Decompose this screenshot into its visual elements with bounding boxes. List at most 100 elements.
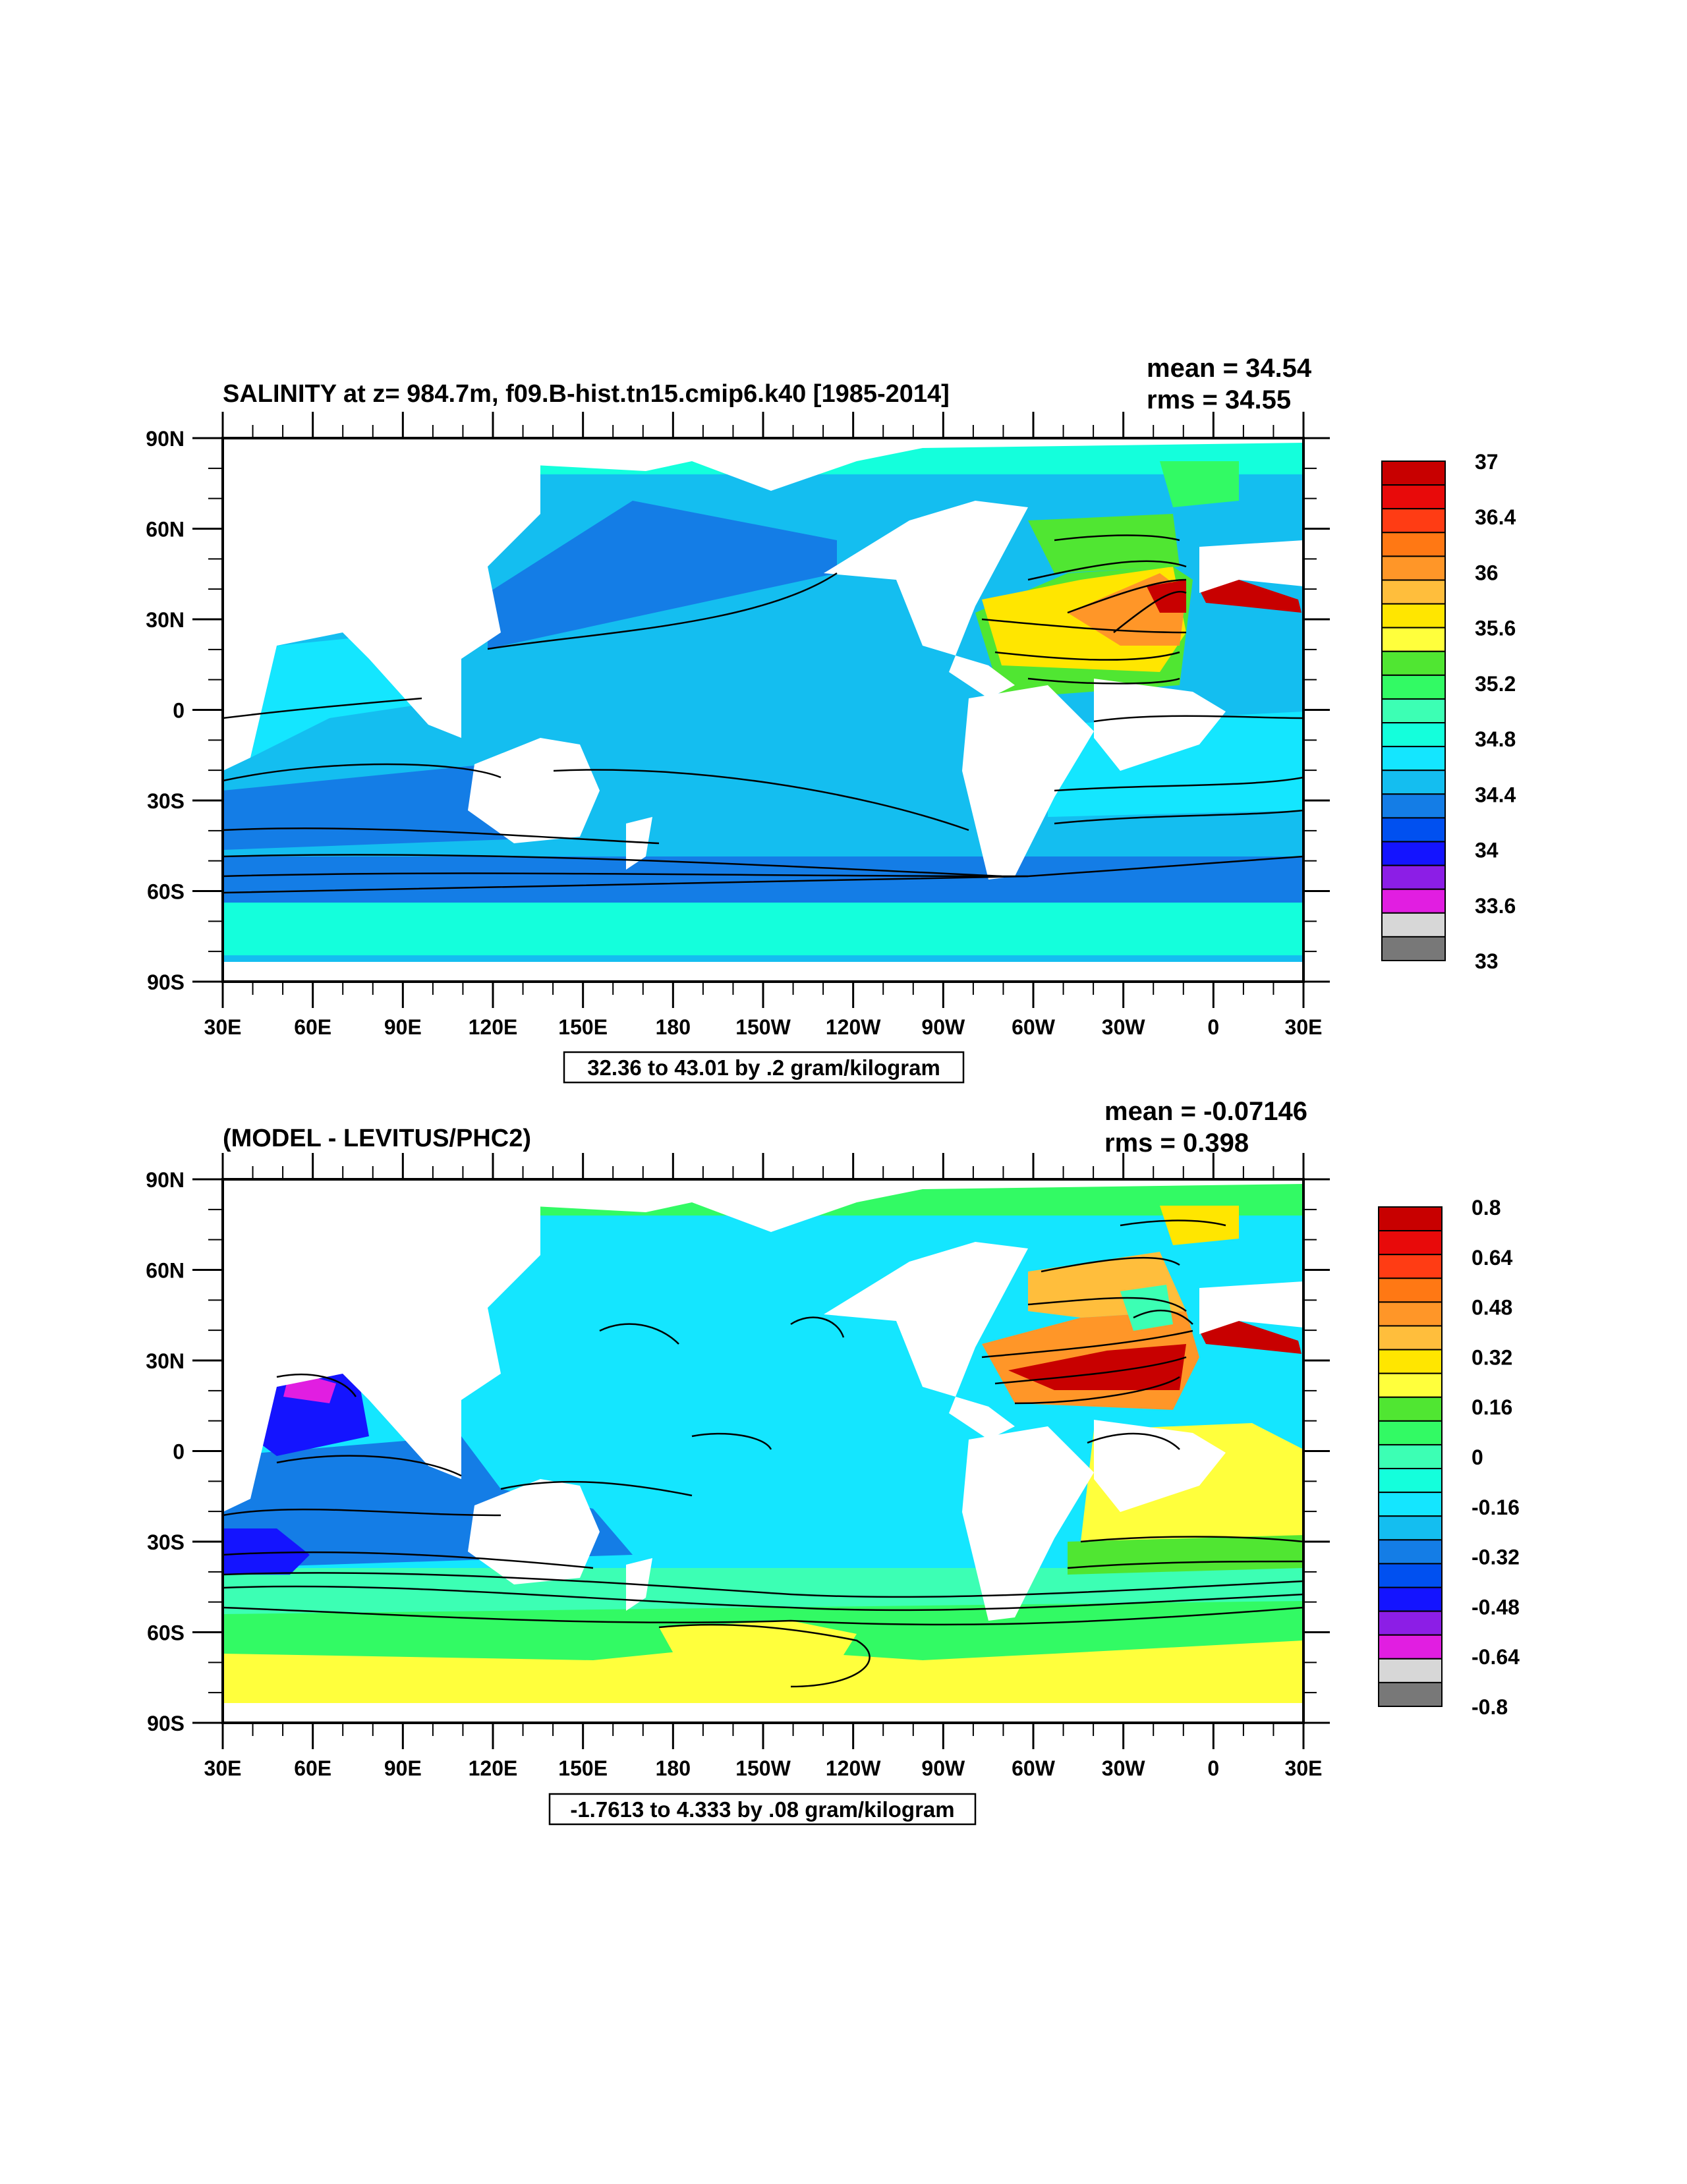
colorbar-swatch: [1381, 484, 1446, 510]
top-axis-ticks: [192, 412, 1330, 1008]
lon-tick-label: 90E: [384, 1756, 422, 1780]
lat-tick-label: 0: [173, 1440, 185, 1464]
bottom-land: [223, 1179, 1303, 1723]
lon-tick-label: 0: [1207, 1756, 1219, 1780]
lon-tick-label: 30E: [1285, 1756, 1323, 1780]
top-greenland-sea: [1160, 461, 1239, 507]
colorbar-swatch: [1378, 1420, 1443, 1445]
top-panel: SALINITY at z= 984.7m, f09.B-hist.tn15.c…: [146, 354, 1516, 1084]
colorbar-label: 0.48: [1472, 1296, 1512, 1320]
bottom-lon-labels: 30E 60E 90E 120E 150E 180 150W 120W 90W 60W 30W 0 30…: [204, 1756, 1323, 1780]
top-info-box: [563, 1051, 965, 1084]
top-north-pacific: [488, 501, 837, 649]
top-info-text: 32.36 to 43.01 by .2 gram/kilogram: [587, 1055, 940, 1080]
colorbar-swatch: [1378, 1325, 1443, 1351]
colorbar-swatch: [1378, 1468, 1443, 1494]
colorbar-label: -0.48: [1472, 1595, 1520, 1619]
colorbar-swatch: [1381, 888, 1446, 914]
lon-tick-label: 30E: [1285, 1015, 1323, 1039]
colorbar-swatch: [1378, 1396, 1443, 1422]
colorbar-swatch: [1378, 1515, 1443, 1541]
colorbar-label: 0.16: [1472, 1395, 1512, 1419]
colorbar-swatch: [1381, 555, 1446, 581]
bottom-greenland: [1160, 1206, 1239, 1245]
lat-tick-label: 90S: [147, 970, 185, 994]
lon-tick-label: 30W: [1102, 1015, 1146, 1039]
lon-tick-label: 30E: [204, 1015, 242, 1039]
colorbar-swatch: [1381, 532, 1446, 557]
lon-tick-label: 180: [656, 1015, 691, 1039]
colorbar-label: 34.4: [1475, 783, 1516, 806]
colorbar-label: -0.32: [1472, 1546, 1520, 1569]
lon-tick-label: 120E: [469, 1015, 518, 1039]
colorbar-swatch: [1378, 1658, 1443, 1683]
bottom-indian-deep: [223, 1528, 310, 1575]
bottom-colorbar: 0.8 0.64 0.48 0.32 0.16 0 -0.16 -0.32 -0.48 -0.64…: [1378, 1196, 1520, 1719]
colorbar-swatch: [1381, 936, 1446, 962]
colorbar-swatch: [1378, 1372, 1443, 1398]
lon-tick-label: 60E: [294, 1015, 331, 1039]
lon-tick-label: 120W: [826, 1015, 881, 1039]
lat-tick-label: 0: [173, 699, 185, 723]
colorbar-label: 35.6: [1475, 617, 1516, 640]
colorbar-label: 35.2: [1475, 672, 1516, 696]
lon-tick-label: 60W: [1012, 1015, 1056, 1039]
top-contours: [223, 534, 1303, 894]
lat-tick-label: 90S: [147, 1712, 185, 1735]
colorbar-label: -0.8: [1472, 1695, 1508, 1719]
bottom-panel: (MODEL - LEVITUS/PHC2) mean = -0.07146 r…: [146, 1097, 1520, 1826]
colorbar-label: 0.8: [1472, 1196, 1501, 1219]
top-labrador: [1028, 514, 1180, 573]
lon-tick-label: 90E: [384, 1015, 422, 1039]
bottom-so-yellow2: [659, 1621, 857, 1687]
colorbar-label: 34: [1475, 839, 1499, 862]
bottom-lat-labels: 90N 60N 30N 0 30S 60S 90S: [146, 1168, 185, 1735]
colorbar-swatch: [1381, 698, 1446, 724]
colorbar-swatch: [1378, 1563, 1443, 1588]
colorbar-swatch: [1381, 650, 1446, 676]
lon-tick-label: 150W: [735, 1756, 791, 1780]
lon-tick-label: 120W: [826, 1756, 881, 1780]
lon-tick-label: 0: [1207, 1015, 1219, 1039]
lon-tick-label: 60E: [294, 1756, 331, 1780]
lat-tick-label: 60N: [146, 1259, 185, 1283]
colorbar-label: 33: [1475, 949, 1499, 973]
colorbar-swatch: [1381, 770, 1446, 795]
colorbar-swatch: [1381, 864, 1446, 890]
colorbar-swatch: [1381, 817, 1446, 843]
colorbar-swatch: [1381, 627, 1446, 652]
lon-tick-label: 60W: [1012, 1756, 1056, 1780]
top-lon-labels: 30E 60E 90E 120E 150E 180 150W 120W 90W 60W 30W 0 30…: [204, 1015, 1323, 1039]
bottom-info-text: -1.7613 to 4.333 by .08 gram/kilogram: [570, 1797, 954, 1822]
colorbar-label: 37: [1475, 450, 1499, 474]
top-southern-band: [223, 903, 1303, 955]
colorbar-swatch: [1381, 674, 1446, 700]
lat-tick-label: 30N: [146, 608, 185, 632]
bottom-contours: [223, 1219, 1303, 1688]
top-map: [223, 438, 1303, 982]
colorbar-swatch: [1381, 461, 1446, 486]
lat-tick-label: 60S: [147, 880, 185, 904]
colorbar-swatch: [1381, 841, 1446, 866]
colorbar-swatch: [1378, 1492, 1443, 1517]
colorbar-swatch: [1381, 579, 1446, 605]
bottom-rms: rms = 0.398: [1104, 1129, 1249, 1158]
lat-tick-label: 60N: [146, 518, 185, 542]
colorbar-swatch: [1378, 1230, 1443, 1256]
lat-tick-label: 30S: [147, 1530, 185, 1554]
lat-tick-label: 30N: [146, 1349, 185, 1373]
top-mediterranean: [1199, 580, 1301, 613]
lon-tick-label: 150E: [558, 1756, 608, 1780]
colorbar-swatch: [1378, 1586, 1443, 1612]
lat-tick-label: 90N: [146, 1168, 185, 1192]
bottom-title: (MODEL - LEVITUS/PHC2): [223, 1125, 531, 1152]
colorbar-label: 36.4: [1475, 505, 1516, 529]
colorbar-swatch: [1378, 1206, 1443, 1232]
colorbar-swatch: [1378, 1443, 1443, 1470]
colorbar-swatch: [1381, 746, 1446, 771]
colorbar-swatch: [1378, 1681, 1443, 1708]
colorbar-swatch: [1378, 1349, 1443, 1374]
bottom-axis-ticks: [192, 1153, 1330, 1749]
top-rms: rms = 34.55: [1147, 385, 1291, 414]
colorbar-swatch: [1381, 912, 1446, 938]
